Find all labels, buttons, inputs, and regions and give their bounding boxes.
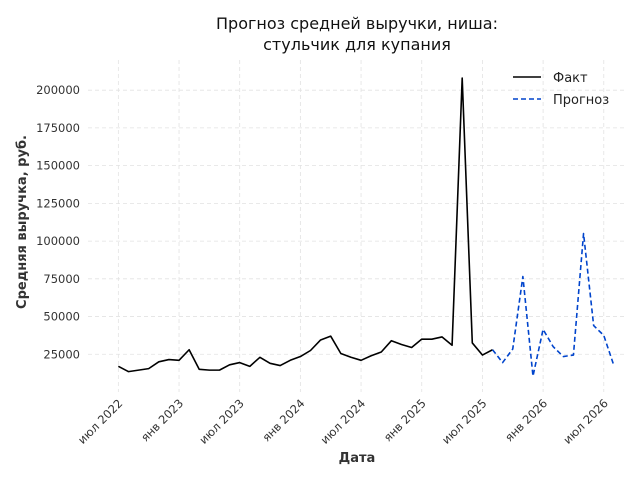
chart-title-line-1: Прогноз средней выручки, ниша:: [216, 14, 498, 33]
plot-series: [117, 77, 615, 377]
y-tick-label: 75000: [43, 272, 80, 286]
y-axis-label: Средняя выручка, руб.: [15, 135, 30, 309]
legend-label-forecast: Прогноз: [553, 93, 609, 108]
x-tick-label: янв 2025: [381, 396, 429, 444]
x-tick-label: июл 2023: [196, 396, 247, 447]
y-tick-label: 100000: [36, 234, 80, 248]
y-tick-label: 150000: [36, 159, 80, 173]
y-tick-label: 125000: [36, 196, 80, 210]
y-axis-ticks: 25000 50000 75000 100000 125000 150000 175000 2…: [36, 83, 80, 361]
legend: Факт Прогноз: [513, 71, 609, 108]
x-axis-label: Дата: [339, 451, 376, 466]
x-tick-label: июл 2026: [560, 396, 611, 447]
series-line-actual: [117, 77, 493, 373]
y-tick-label: 50000: [43, 310, 80, 324]
series-line-forecast: [491, 232, 615, 377]
x-tick-label: июл 2025: [439, 396, 490, 447]
y-tick-label: 200000: [36, 83, 80, 97]
x-tick-label: янв 2024: [259, 396, 307, 444]
chart-title-line-2: стульчик для купания: [263, 35, 451, 54]
grid: [88, 60, 624, 392]
y-tick-label: 175000: [36, 121, 80, 135]
legend-label-actual: Факт: [553, 71, 588, 86]
x-axis-ticks: июл 2022 янв 2023 июл 2023 янв 2024 июл 2024…: [75, 396, 611, 447]
y-tick-label: 25000: [43, 347, 80, 361]
x-tick-label: июл 2022: [75, 396, 126, 447]
x-tick-label: янв 2026: [502, 396, 550, 444]
x-tick-label: янв 2023: [138, 396, 186, 444]
x-tick-label: июл 2024: [318, 396, 369, 447]
